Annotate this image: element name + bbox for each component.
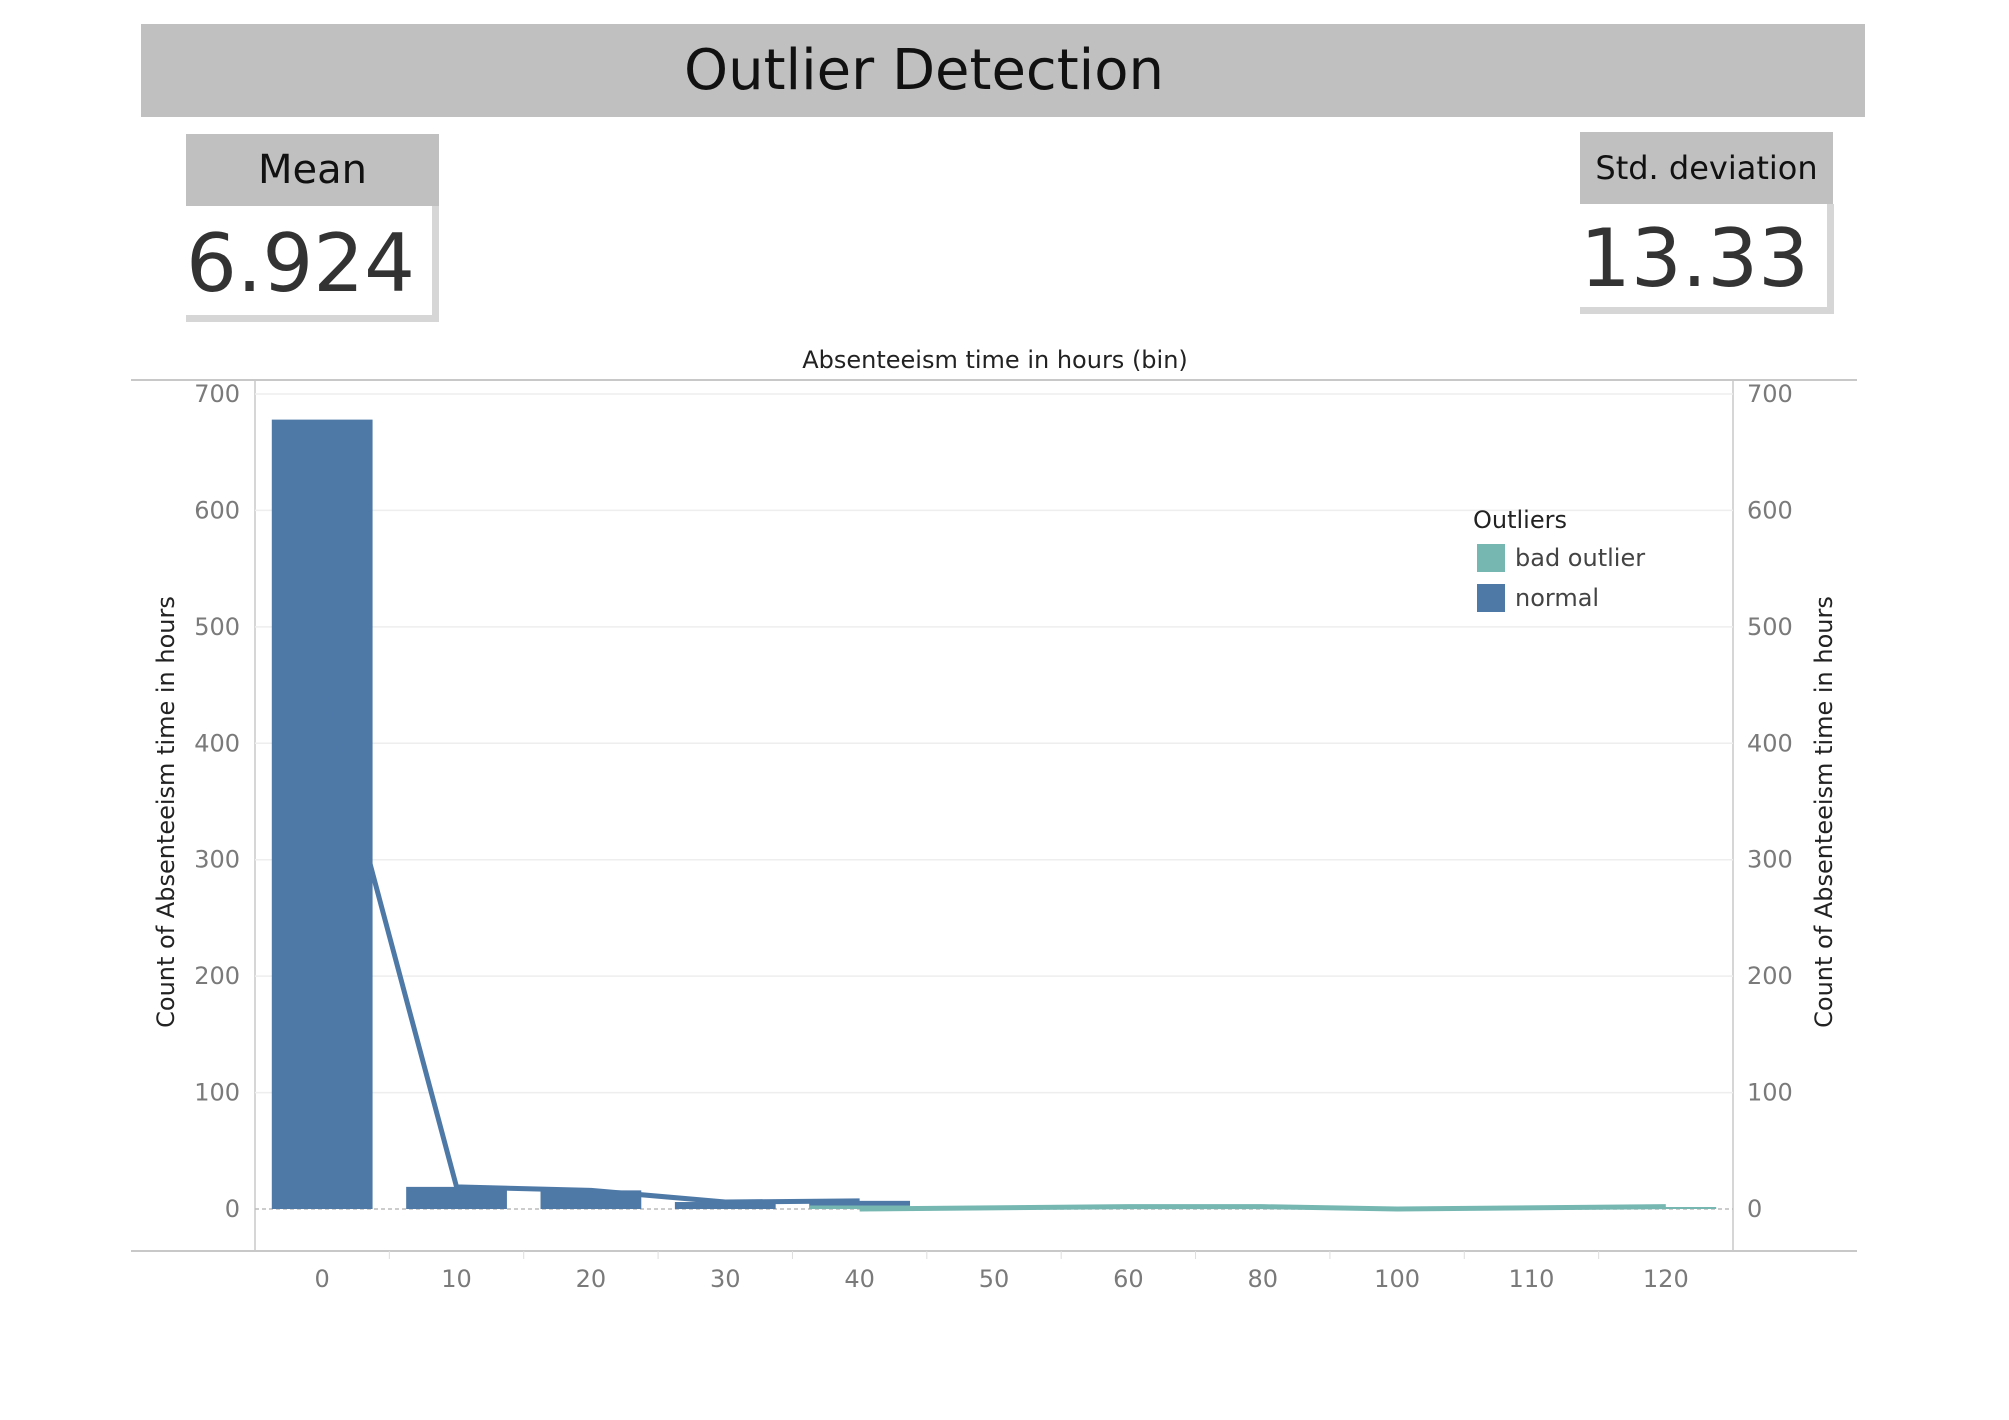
std-deviation-kpi-label: Std. deviation bbox=[1580, 132, 1833, 204]
y-tick-label-right: 200 bbox=[1747, 962, 1793, 990]
x-tick-label: 40 bbox=[844, 1265, 875, 1293]
y-tick-label-right: 100 bbox=[1747, 1079, 1793, 1107]
legend-label-bad-outlier: bad outlier bbox=[1515, 544, 1645, 572]
chart-bars bbox=[271, 419, 1717, 1210]
y-tick-label-left: 700 bbox=[194, 380, 240, 408]
y-tick-label-left: 0 bbox=[225, 1195, 240, 1223]
y-tick-label-right: 400 bbox=[1747, 729, 1793, 757]
bar-normal bbox=[406, 1186, 507, 1209]
x-tick-label: 80 bbox=[1247, 1265, 1278, 1293]
x-tick-label: 110 bbox=[1509, 1265, 1555, 1293]
y-axis-left-ticks: 0 100 200 300 400 500 600 700 bbox=[194, 380, 240, 1223]
mean-kpi-label: Mean bbox=[186, 134, 439, 206]
y-tick-label-right: 0 bbox=[1747, 1195, 1762, 1223]
legend-swatch-normal bbox=[1477, 584, 1505, 612]
x-axis-title: Absenteeism time in hours (bin) bbox=[802, 346, 1188, 374]
y-tick-label-left: 600 bbox=[194, 496, 240, 524]
x-tick-label: 10 bbox=[441, 1265, 472, 1293]
x-tick-label: 50 bbox=[979, 1265, 1010, 1293]
x-tick-label: 60 bbox=[1113, 1265, 1144, 1293]
dashboard-title: Outlier Detection bbox=[684, 38, 1164, 103]
bar-normal bbox=[674, 1202, 776, 1209]
y-axis-left-title: Count of Absenteeism time in hours bbox=[152, 596, 180, 1028]
chart-gridlines bbox=[255, 393, 1733, 1094]
chart-legend: Outliers bad outlier normal bbox=[1473, 506, 1645, 612]
x-tick-label: 0 bbox=[315, 1265, 330, 1293]
bar-normal bbox=[809, 1200, 911, 1209]
dashboard-title-bar: Outlier Detection bbox=[141, 24, 1865, 117]
y-tick-label-left: 500 bbox=[194, 613, 240, 641]
y-axis-right-ticks: 0 100 200 300 400 500 600 700 bbox=[1747, 380, 1793, 1223]
std-deviation-kpi-value: 13.33 bbox=[1580, 204, 1834, 314]
legend-swatch-bad-outlier bbox=[1477, 544, 1505, 572]
line-normal bbox=[319, 684, 860, 1205]
legend-title: Outliers bbox=[1473, 506, 1567, 534]
y-axis-right-title: Count of Absenteeism time in hours bbox=[1810, 596, 1838, 1028]
y-tick-label-left: 400 bbox=[194, 729, 240, 757]
y-tick-label-right: 500 bbox=[1747, 613, 1793, 641]
y-tick-label-right: 600 bbox=[1747, 496, 1793, 524]
mean-kpi-value: 6.924 bbox=[186, 206, 439, 322]
x-tick-label: 100 bbox=[1374, 1265, 1420, 1293]
x-tick-label: 30 bbox=[710, 1265, 741, 1293]
y-tick-label-left: 100 bbox=[194, 1079, 240, 1107]
y-tick-label-left: 300 bbox=[194, 846, 240, 874]
x-tick-label: 20 bbox=[576, 1265, 607, 1293]
x-tick-label: 120 bbox=[1643, 1265, 1689, 1293]
line-bad-outlier bbox=[859, 1204, 1666, 1212]
y-tick-label-left: 200 bbox=[194, 962, 240, 990]
chart-lines bbox=[319, 684, 1666, 1212]
legend-label-normal: normal bbox=[1515, 584, 1599, 612]
y-tick-label-right: 700 bbox=[1747, 380, 1793, 408]
x-axis-ticks: 0 10 20 30 40 50 60 80 100 110 120 bbox=[315, 1251, 1689, 1293]
y-tick-label-right: 300 bbox=[1747, 846, 1793, 874]
